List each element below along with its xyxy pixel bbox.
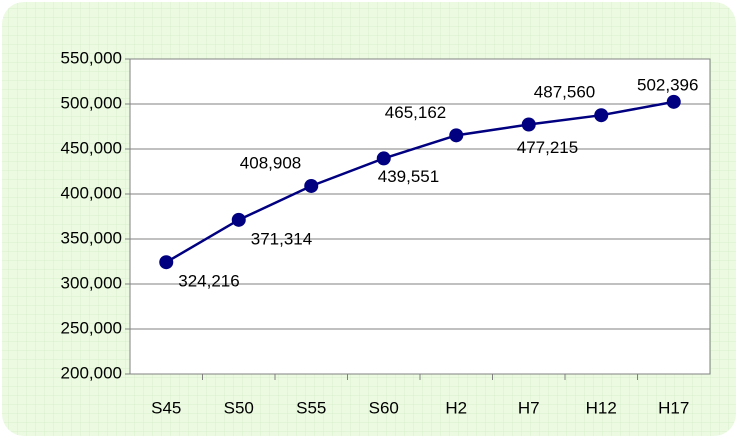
x-tick-label: S55 [296, 398, 326, 417]
y-tick-label: 450,000 [61, 138, 122, 157]
marker [304, 178, 319, 193]
y-tick-label: 300,000 [61, 273, 122, 292]
marker [449, 128, 464, 143]
data-label: 477,215 [517, 138, 578, 157]
y-tick-label: 550,000 [61, 48, 122, 67]
data-label: 324,216 [178, 272, 239, 291]
data-label: 465,162 [385, 103, 446, 122]
marker [521, 117, 536, 132]
marker [594, 108, 609, 123]
y-tick-label: 400,000 [61, 183, 122, 202]
marker [376, 151, 391, 166]
x-tick-label: H7 [518, 398, 540, 417]
y-tick-label: 250,000 [61, 318, 122, 337]
plot-area [129, 58, 711, 375]
line [165, 100, 674, 264]
x-tick-label: S45 [151, 398, 181, 417]
marker [231, 212, 246, 227]
x-tick-label: S50 [224, 398, 254, 417]
y-tick-label: 500,000 [61, 93, 122, 112]
data-label: 371,314 [251, 229, 312, 248]
x-tick-label: S60 [369, 398, 399, 417]
data-label: 487,560 [534, 83, 595, 102]
data-label: 502,396 [637, 75, 698, 94]
x-tick-label: H17 [658, 398, 689, 417]
data-label: 408,908 [240, 153, 301, 172]
y-tick-label: 350,000 [61, 228, 122, 247]
x-tick-label: H12 [586, 398, 617, 417]
marker [159, 255, 174, 270]
y-tick-label: 200,000 [61, 363, 122, 382]
marker [666, 94, 681, 109]
data-label: 439,551 [378, 167, 439, 186]
x-tick-label: H2 [445, 398, 467, 417]
